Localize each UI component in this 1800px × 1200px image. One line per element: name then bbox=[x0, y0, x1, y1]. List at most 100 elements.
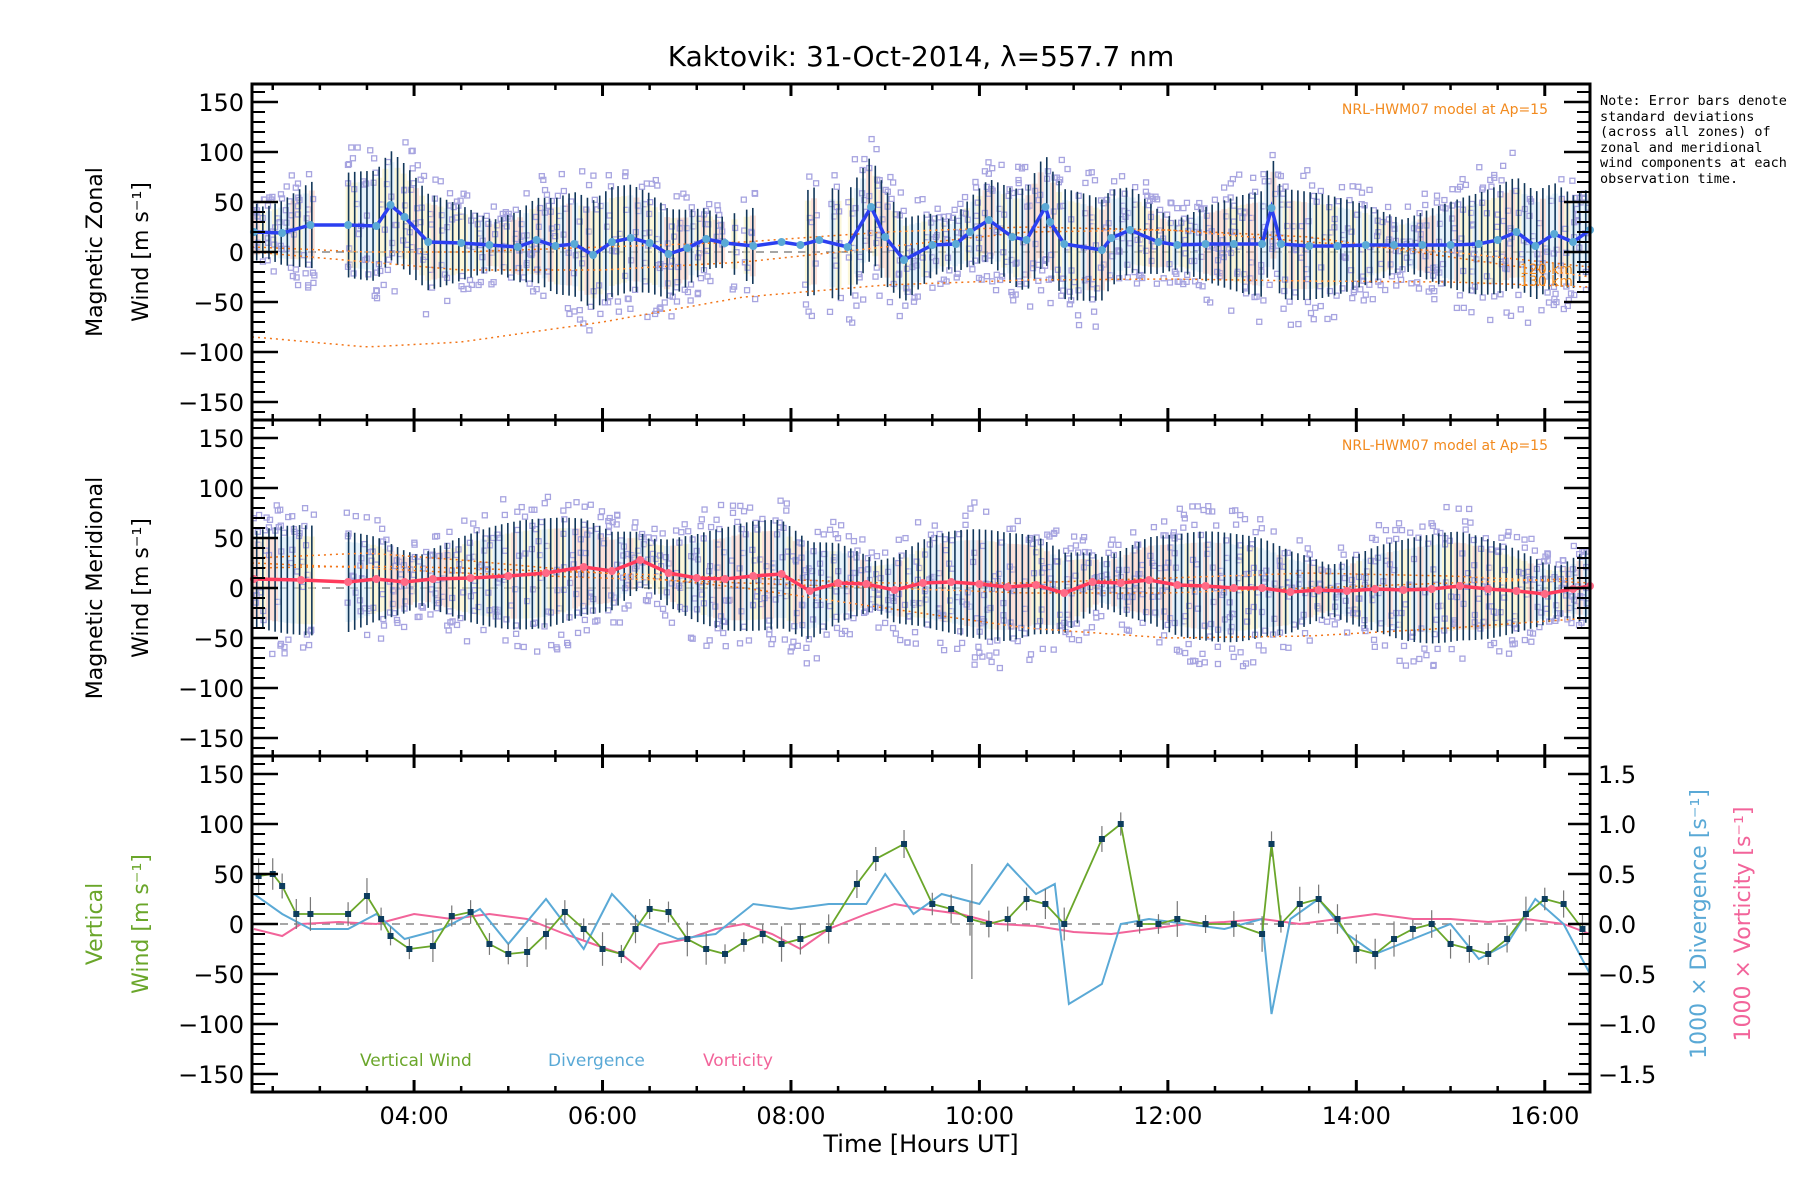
zone-point bbox=[986, 638, 994, 645]
mean-wind-point bbox=[702, 235, 711, 243]
zone-point bbox=[270, 268, 277, 275]
model-label: NRL-HWM07 model at Ap=15 bbox=[1342, 438, 1548, 454]
zone-point bbox=[507, 274, 515, 281]
zone-point bbox=[1277, 185, 1284, 192]
zone-point bbox=[1236, 171, 1243, 178]
zone-point bbox=[1396, 657, 1403, 664]
zone-point bbox=[1070, 533, 1078, 540]
vertical-wind-point bbox=[703, 946, 710, 952]
model-curve bbox=[251, 565, 1591, 584]
zone-point bbox=[1538, 307, 1545, 314]
zone-point bbox=[276, 218, 283, 226]
zone-point bbox=[1018, 165, 1026, 172]
zone-point bbox=[1176, 278, 1183, 285]
zone-point bbox=[614, 298, 622, 305]
zone-point bbox=[526, 280, 533, 287]
zone-point bbox=[581, 616, 589, 624]
zone-point bbox=[1564, 302, 1571, 310]
zone-point bbox=[656, 305, 663, 312]
mean-wind-point bbox=[796, 241, 805, 249]
zone-point bbox=[944, 236, 951, 244]
zone-point bbox=[972, 184, 980, 191]
zone-point bbox=[1047, 299, 1054, 307]
zone-point bbox=[401, 605, 408, 612]
mean-wind-point bbox=[428, 575, 437, 583]
zone-point bbox=[350, 270, 357, 277]
zone-point bbox=[1483, 210, 1491, 217]
zone-point bbox=[805, 308, 812, 315]
mean-wind-point bbox=[1390, 241, 1399, 249]
y-tick-label: 50 bbox=[213, 861, 244, 889]
mean-wind-point bbox=[607, 238, 616, 246]
zone-point bbox=[1014, 517, 1021, 525]
zone-point bbox=[1201, 205, 1208, 212]
mean-wind-point bbox=[1484, 585, 1493, 593]
zone-point bbox=[693, 547, 700, 555]
zone-point bbox=[1366, 186, 1373, 194]
zone-point bbox=[377, 267, 384, 275]
zone-point bbox=[1500, 543, 1507, 550]
vertical-wind-point bbox=[948, 906, 955, 912]
zone-point bbox=[1097, 264, 1105, 271]
zone-point bbox=[759, 515, 766, 523]
zone-point bbox=[852, 204, 859, 212]
zone-point bbox=[969, 266, 976, 273]
zone-point bbox=[1419, 523, 1426, 530]
zone-point bbox=[1160, 632, 1168, 639]
zone-point bbox=[594, 617, 601, 624]
zone-point bbox=[784, 548, 792, 555]
zone-point bbox=[882, 186, 889, 194]
mean-wind-point bbox=[636, 556, 645, 564]
zone-point bbox=[1191, 521, 1198, 529]
zone-point bbox=[783, 507, 790, 514]
zone-point bbox=[350, 573, 357, 580]
zone-point bbox=[615, 308, 623, 315]
zone-point bbox=[1379, 218, 1386, 226]
zone-point bbox=[1194, 503, 1201, 510]
zone-point bbox=[1109, 189, 1116, 196]
zone-point bbox=[1398, 526, 1406, 534]
zone-point bbox=[1423, 652, 1430, 659]
zone-point bbox=[1466, 505, 1473, 513]
zone-point bbox=[1415, 285, 1423, 292]
zone-point bbox=[294, 281, 302, 289]
zone-point bbox=[1156, 639, 1163, 646]
zone-point bbox=[919, 254, 926, 261]
zone-point bbox=[445, 627, 452, 634]
y-tick-label: 150 bbox=[198, 89, 244, 117]
zone-point bbox=[363, 631, 371, 639]
zone-point bbox=[1430, 661, 1437, 669]
vertical-wind-point bbox=[1428, 921, 1435, 927]
zone-point bbox=[1092, 323, 1099, 330]
zone-point bbox=[1103, 560, 1110, 568]
vertical-wind-point bbox=[1296, 901, 1303, 907]
vertical-wind-point bbox=[307, 911, 314, 917]
zone-point bbox=[393, 557, 400, 564]
zone-point bbox=[528, 506, 535, 513]
zone-point bbox=[1050, 646, 1057, 653]
zone-point bbox=[1330, 313, 1338, 321]
zone-point bbox=[910, 298, 918, 305]
zone-point bbox=[873, 552, 881, 560]
zone-point bbox=[1131, 184, 1139, 191]
zone-point bbox=[962, 210, 969, 217]
zone-point bbox=[1433, 199, 1441, 206]
mean-wind-point bbox=[1126, 226, 1135, 234]
zone-point bbox=[1351, 286, 1358, 294]
y2-tick-label: −1.0 bbox=[1598, 1011, 1656, 1039]
zone-point bbox=[1449, 202, 1456, 209]
zone-point bbox=[987, 252, 994, 259]
mean-wind-point bbox=[1173, 581, 1182, 589]
mean-wind-point bbox=[834, 579, 843, 587]
zone-point bbox=[730, 283, 738, 290]
zone-point bbox=[518, 503, 525, 511]
zone-point bbox=[289, 272, 297, 280]
zone-point bbox=[1479, 186, 1486, 193]
mean-wind-point bbox=[386, 201, 395, 209]
zone-point bbox=[1214, 660, 1222, 668]
zone-point bbox=[868, 549, 875, 556]
zone-point bbox=[631, 524, 638, 531]
zone-point bbox=[538, 173, 545, 180]
vertical-wind-point bbox=[872, 856, 879, 862]
zone-point bbox=[1317, 302, 1324, 310]
